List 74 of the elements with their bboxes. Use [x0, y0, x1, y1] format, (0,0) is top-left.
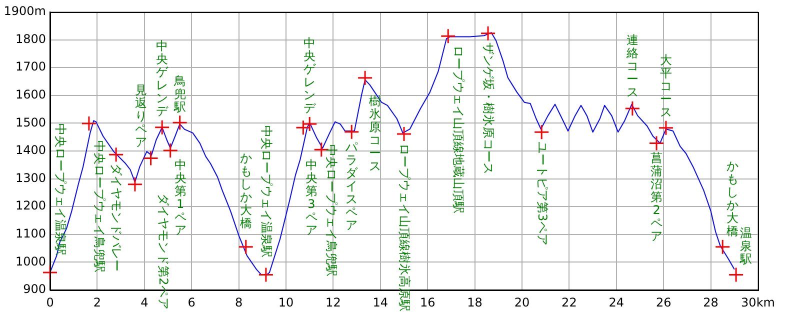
annotation: 中央ロープウェイ鳥兜駅	[324, 144, 339, 277]
point	[648, 135, 664, 151]
annotation: 中央ゲレンデ	[155, 39, 170, 118]
point	[357, 70, 373, 86]
x-tick-label: 12	[326, 295, 341, 310]
annotation: 中央ロープウェイ鳥兜駅	[92, 140, 106, 272]
x-tick-label: 2	[93, 295, 102, 310]
x-tick-label: 16	[420, 295, 436, 310]
annotation: 見返りペア	[134, 83, 148, 150]
point	[154, 120, 170, 136]
point	[658, 120, 674, 136]
annotation: ロープウェイ山頂線樹氷高原駅	[398, 143, 412, 312]
annotation: 温泉駅	[739, 226, 754, 266]
point	[440, 28, 456, 44]
point	[108, 146, 124, 162]
annotation: 樹氷原コース	[368, 94, 382, 173]
x-tick-label: 4	[140, 295, 148, 310]
y-tick-label: 1000	[15, 254, 46, 268]
annotation: 中央第1ペア	[173, 158, 188, 238]
y-tick-label: 900	[23, 282, 46, 296]
x-tick-label: 14	[372, 295, 388, 310]
annotation: 鳥兜駅	[172, 74, 187, 114]
point	[42, 264, 58, 280]
annotation: 菖蒲沼第2ペア	[650, 151, 664, 244]
y-tick-label: 1100	[15, 226, 46, 241]
y-tick-label: 1600	[15, 88, 46, 102]
y-tick-label: 1200	[15, 198, 46, 213]
y-tick-label: 1500	[15, 115, 46, 130]
x-tick-label: 10	[278, 295, 294, 310]
x-tick-label: 18	[467, 295, 482, 310]
point	[396, 126, 412, 142]
point	[258, 266, 274, 282]
annotation: 中央ロープウェイ温泉駅	[259, 126, 274, 258]
point	[302, 116, 318, 132]
point	[81, 116, 97, 132]
annotation: ダイヤモンド第2ペア	[156, 194, 170, 310]
point	[295, 120, 311, 136]
y-tick-label: 1400	[15, 143, 46, 158]
annotation: ユートピア第3ペア	[534, 141, 549, 245]
x-tick-label: 6	[188, 295, 196, 310]
point	[728, 266, 744, 282]
point	[480, 26, 496, 42]
x-tick-label: 0	[46, 295, 54, 310]
x-tick-label: 30km	[741, 295, 775, 310]
x-tick-label: 20	[514, 295, 530, 310]
annotation: 中央ロープウェイ温泉駅	[54, 123, 68, 256]
annotation: パラダイスペア	[344, 140, 359, 232]
annotation: ダイヤモンドバレー	[110, 164, 124, 272]
annotation: ザンゲ坂・樹氷原コース	[482, 42, 496, 174]
x-tick-label: 8	[234, 295, 243, 310]
annotation: ロープウェイ山頂線地蔵山頂駅	[452, 45, 466, 214]
annotation: かもしか大橋	[726, 158, 740, 238]
annotation: かもしか大橋	[238, 150, 253, 230]
x-tick-label: 28	[703, 295, 718, 310]
annotation: 中央第3ペア	[304, 158, 318, 237]
x-tick-label: 22	[562, 295, 577, 310]
point	[624, 100, 640, 116]
annotation: 連絡コース	[625, 33, 640, 100]
point	[172, 114, 188, 130]
x-tick-label: 24	[608, 295, 624, 310]
point	[127, 176, 143, 192]
point	[714, 239, 730, 255]
point	[143, 150, 159, 166]
y-tick-label: 1300	[15, 170, 46, 185]
annotation: 中央ゲレンデ	[302, 36, 317, 116]
y-tick-label: 1800	[15, 32, 46, 46]
point	[162, 142, 178, 158]
annotation: 大平コース	[658, 52, 673, 119]
y-tick-label: 1700	[15, 60, 46, 74]
point	[238, 239, 254, 255]
y-tick-label: 1900m	[4, 4, 46, 18]
x-tick-label: 26	[656, 295, 672, 310]
point	[344, 124, 360, 140]
point	[534, 124, 550, 140]
